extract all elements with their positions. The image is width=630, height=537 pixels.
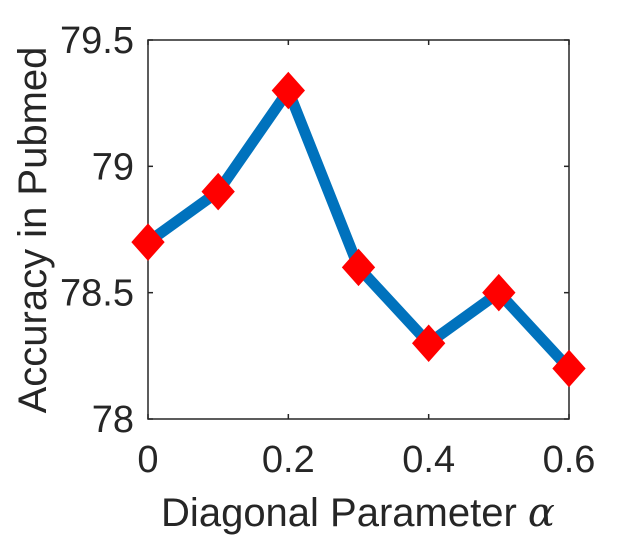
data-point-marker <box>201 172 235 211</box>
data-point-marker <box>482 273 516 312</box>
y-tick-labels: 78 78.5 79 79.5 <box>60 20 134 441</box>
x-tick-label: 0 <box>137 439 158 481</box>
x-tick-labels: 0 0.2 0.4 0.6 <box>137 439 595 481</box>
y-tick-label: 78 <box>92 399 134 441</box>
data-point-marker <box>341 248 376 287</box>
x-tick-label: 0.4 <box>402 439 455 481</box>
x-axis-label-text: Diagonal Parameter <box>161 491 517 535</box>
plot-area <box>147 39 570 420</box>
marker-layer <box>131 71 586 388</box>
x-axis-label: Diagonal Parameter α <box>161 490 555 536</box>
x-tick-label: 0.2 <box>262 439 315 481</box>
x-axis-label-symbol: α <box>528 490 555 536</box>
y-axis-label: Accuracy in Pubmed <box>11 47 55 414</box>
data-point-marker <box>552 349 586 388</box>
y-tick-label: 78.5 <box>60 273 134 315</box>
axis-ticks <box>147 39 570 420</box>
y-tick-label: 79.5 <box>60 20 134 62</box>
data-point-marker <box>271 71 306 110</box>
data-point-marker <box>131 223 165 261</box>
y-tick-label: 79 <box>92 146 134 188</box>
data-point-marker <box>411 324 446 362</box>
x-tick-label: 0.6 <box>543 439 596 481</box>
